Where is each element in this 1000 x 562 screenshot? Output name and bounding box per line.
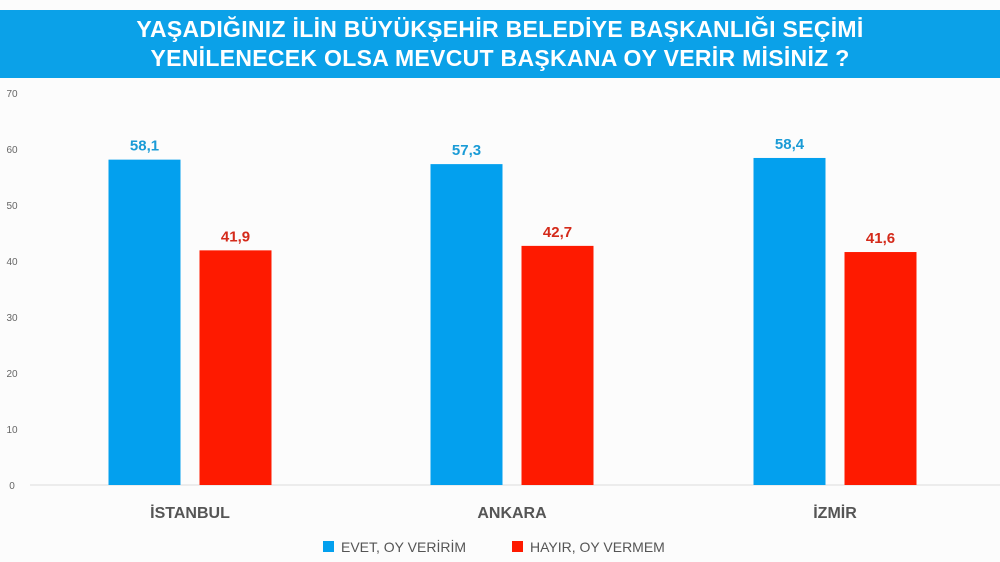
y-tick-label: 60 (6, 145, 18, 156)
category-label: ANKARA (477, 505, 547, 522)
bar (430, 164, 503, 485)
bar (753, 157, 826, 485)
legend-label: HAYIR, OY VERMEM (530, 539, 665, 555)
y-tick-label: 20 (6, 369, 18, 380)
category-label: İSTANBUL (150, 504, 230, 522)
legend-label: EVET, OY VERİRİM (341, 538, 466, 555)
data-label: 57,3 (452, 142, 481, 159)
y-tick-label: 40 (6, 257, 18, 268)
data-label: 41,9 (221, 228, 250, 245)
y-tick-label: 0 (9, 481, 15, 492)
y-tick-label: 10 (6, 425, 18, 436)
title-line-2: YENİLENECEK OLSA MEVCUT BAŞKANA OY VERİR… (150, 45, 850, 71)
legend-swatch (512, 541, 523, 552)
y-tick-label: 50 (6, 201, 18, 212)
y-tick-label: 70 (6, 89, 18, 100)
title-line-1: YAŞADIĞINIZ İLİN BÜYÜKŞEHİR BELEDİYE BAŞ… (136, 16, 864, 42)
bar (108, 159, 181, 485)
data-label: 58,1 (130, 138, 159, 155)
bar (521, 245, 594, 485)
data-label: 58,4 (775, 136, 805, 153)
data-label: 42,7 (543, 224, 572, 241)
bar (199, 250, 272, 485)
bar (844, 252, 917, 485)
chart-title: YAŞADIĞINIZ İLİN BÜYÜKŞEHİR BELEDİYE BAŞ… (0, 10, 1000, 78)
y-tick-label: 30 (6, 313, 18, 324)
data-label: 41,6 (866, 230, 895, 247)
legend-swatch (323, 541, 334, 552)
category-label: İZMİR (813, 504, 857, 522)
